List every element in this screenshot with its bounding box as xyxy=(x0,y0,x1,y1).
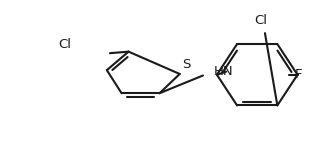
Text: S: S xyxy=(182,58,190,71)
Text: Cl: Cl xyxy=(58,38,71,51)
Text: HN: HN xyxy=(214,65,233,78)
Text: F: F xyxy=(295,68,303,81)
Text: Cl: Cl xyxy=(255,14,268,27)
